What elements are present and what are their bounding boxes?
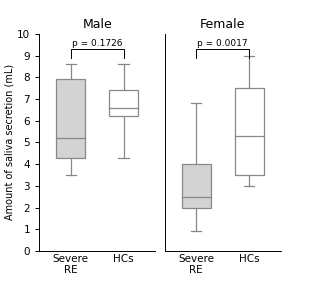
Y-axis label: Amount of saliva secretion (mL): Amount of saliva secretion (mL)	[4, 64, 14, 221]
Bar	[235, 88, 264, 175]
Title: Female: Female	[200, 18, 245, 31]
Text: p = 0.0017: p = 0.0017	[197, 39, 248, 48]
Bar	[56, 80, 85, 158]
Bar	[109, 90, 138, 116]
Text: p = 0.1726: p = 0.1726	[72, 39, 122, 48]
Bar	[182, 164, 211, 208]
Title: Male: Male	[82, 18, 112, 31]
